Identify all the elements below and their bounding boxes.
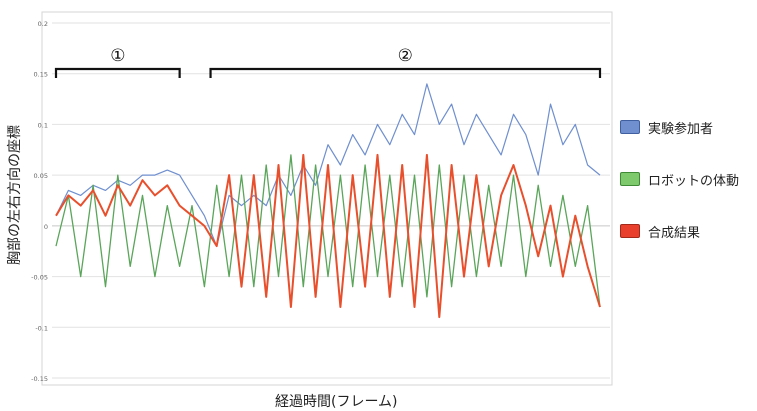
series-line-3 [55,153,601,319]
y-tick-label: 0.2 [38,20,48,28]
y-tick-label: 0.1 [38,121,48,129]
y-tick-label: 0.15 [34,71,48,79]
series-line-1 [55,83,601,247]
bracket-label-1: ① [110,46,125,66]
bracket-2 [209,67,602,78]
y-tick-label: -0.1 [35,324,48,332]
y-tick-label: -0.15 [31,375,48,383]
legend: 実験参加者 ロボットの体動 合成結果 [620,118,755,274]
legend-label-participant: 実験参加者 [648,121,714,137]
legend-item-combined: 合成結果 [620,222,755,241]
bracket-label-2: ② [398,46,413,66]
series-line-2 [55,154,601,308]
y-tick-label: -0.05 [31,274,48,282]
x-axis-label: 経過時間(フレーム) [275,394,398,410]
legend-swatch-combined [620,224,640,238]
legend-swatch-participant [620,120,640,134]
legend-item-participant: 実験参加者 [620,118,755,137]
legend-item-robot: ロボットの体動 [620,170,755,189]
y-tick-label: 0.05 [34,172,48,180]
legend-label-combined: 合成結果 [648,225,701,241]
legend-swatch-robot [620,172,640,186]
y-axis-label: 胸部の左右方向の座標 [7,125,23,265]
y-tick-label: 0 [44,223,48,231]
bracket-1 [54,67,181,78]
y-axis-label-box: 胸部の左右方向の座標 [4,60,24,330]
legend-label-robot: ロボットの体動 [648,173,740,189]
